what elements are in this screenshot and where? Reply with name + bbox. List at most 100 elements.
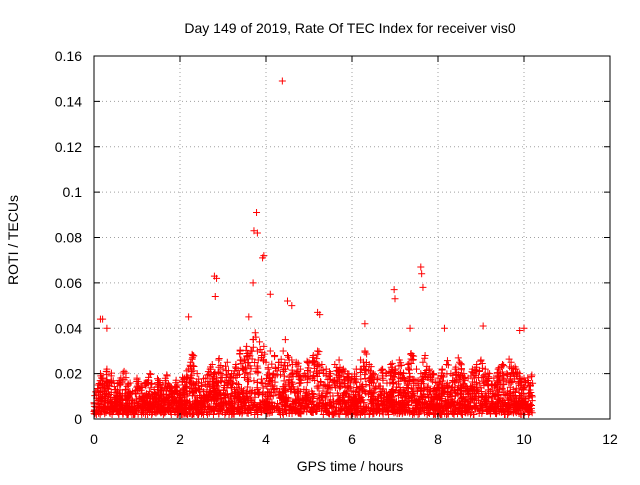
noise-point xyxy=(231,389,239,397)
noise-point xyxy=(279,410,287,418)
data-point xyxy=(357,356,365,364)
noise-point xyxy=(100,385,108,393)
data-point xyxy=(526,381,534,389)
data-point xyxy=(418,270,426,278)
data-point xyxy=(198,379,205,387)
noise-point xyxy=(268,360,276,368)
data-point xyxy=(425,388,433,396)
data-point xyxy=(382,370,390,378)
noise-point xyxy=(389,389,397,397)
data-point xyxy=(236,347,244,355)
noise-point xyxy=(461,398,469,406)
data-point xyxy=(264,365,272,373)
noise-point xyxy=(410,408,418,416)
data-point xyxy=(150,386,158,394)
noise-point xyxy=(296,397,304,405)
data-point xyxy=(339,390,347,398)
noise-point xyxy=(522,405,530,413)
data-point xyxy=(499,397,506,405)
noise-point xyxy=(481,396,489,404)
noise-point xyxy=(454,354,462,362)
noise-point xyxy=(144,406,152,414)
noise-point xyxy=(397,391,405,399)
noise-point xyxy=(189,379,197,387)
noise-point xyxy=(429,399,437,407)
noise-point xyxy=(406,372,414,380)
noise-point xyxy=(196,404,204,412)
noise-point xyxy=(222,390,230,398)
noise-point xyxy=(517,377,525,385)
noise-point xyxy=(319,366,327,374)
data-point xyxy=(419,283,427,291)
data-point xyxy=(243,342,251,350)
noise-point xyxy=(325,381,333,389)
x-tick-label: 8 xyxy=(434,431,442,447)
noise-point xyxy=(499,396,507,404)
data-point xyxy=(447,392,455,400)
noise-point xyxy=(101,403,109,411)
noise-point xyxy=(394,380,402,388)
data-point xyxy=(288,356,296,364)
data-point xyxy=(520,324,528,332)
noise-point xyxy=(409,375,417,383)
noise-point xyxy=(123,399,131,407)
noise-point xyxy=(264,407,272,415)
noise-point xyxy=(527,407,535,415)
noise-point xyxy=(91,392,99,400)
data-point xyxy=(361,388,369,396)
noise-point xyxy=(140,393,148,401)
noise-point xyxy=(436,378,444,386)
noise-point xyxy=(206,383,214,391)
noise-point xyxy=(291,389,299,397)
noise-point xyxy=(432,386,440,394)
noise-point xyxy=(346,383,354,391)
noise-point xyxy=(222,371,230,379)
noise-point xyxy=(420,384,428,392)
noise-point xyxy=(457,385,465,393)
noise-point xyxy=(326,375,334,383)
noise-point xyxy=(387,368,395,376)
noise-point xyxy=(288,366,296,374)
data-point xyxy=(391,295,399,303)
data-point xyxy=(468,390,476,398)
noise-point xyxy=(429,377,437,385)
noise-point xyxy=(274,400,282,408)
noise-point xyxy=(470,374,478,382)
noise-point xyxy=(230,410,238,418)
noise-point xyxy=(205,402,213,410)
data-point xyxy=(296,365,304,373)
noise-point xyxy=(528,371,536,379)
noise-point xyxy=(333,389,341,397)
noise-point xyxy=(240,398,248,406)
noise-point xyxy=(254,369,262,377)
noise-point xyxy=(313,401,321,409)
noise-point xyxy=(513,404,521,412)
noise-point xyxy=(243,376,251,384)
data-point xyxy=(245,313,253,321)
noise-point xyxy=(404,384,412,392)
noise-point xyxy=(356,368,364,376)
chart-title: Day 149 of 2019, Rate Of TEC Index for r… xyxy=(184,20,515,36)
noise-point xyxy=(356,395,364,403)
noise-point xyxy=(153,408,161,416)
data-point xyxy=(155,376,162,384)
noise-point xyxy=(138,407,146,415)
tick-marks xyxy=(93,55,611,420)
noise-point xyxy=(479,377,487,385)
noise-point xyxy=(160,397,168,405)
noise-point xyxy=(272,404,280,412)
noise-point xyxy=(475,368,483,376)
data-point xyxy=(327,370,334,378)
noise-point xyxy=(288,378,296,386)
data-point xyxy=(443,361,451,369)
noise-point xyxy=(405,402,413,410)
data-point xyxy=(404,361,412,369)
data-point xyxy=(490,374,498,382)
noise-point xyxy=(198,408,206,416)
data-point xyxy=(176,388,184,396)
noise-point xyxy=(376,388,384,396)
noise-point xyxy=(373,408,381,416)
noise-point xyxy=(241,369,249,377)
data-point xyxy=(258,351,266,359)
